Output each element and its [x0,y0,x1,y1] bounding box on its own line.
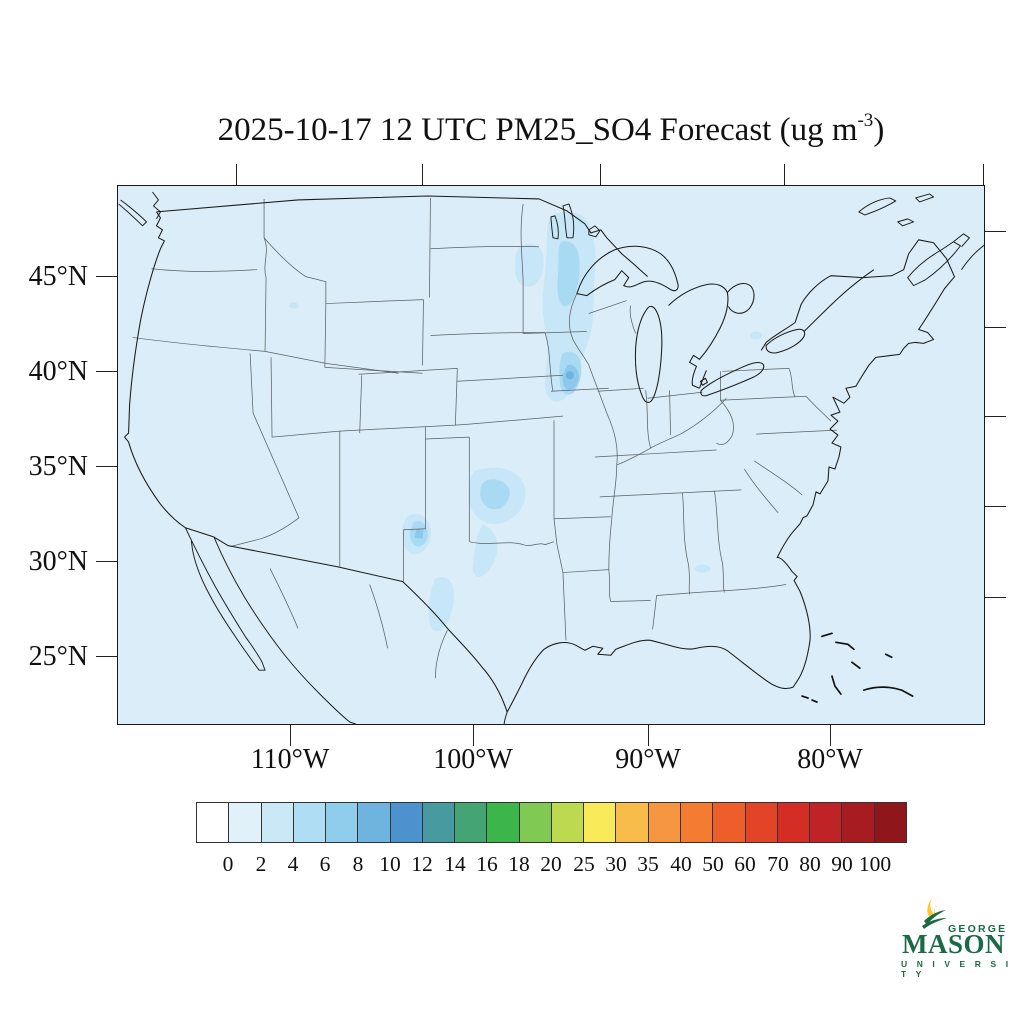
map-panel [117,185,985,725]
colorbar-tick-label: 30 [605,852,627,876]
lat-label-25n: 25°N [28,641,88,672]
colorbar-tick-label: 12 [411,852,433,876]
lon-tick-top [983,164,985,185]
colorbar-segment [292,803,326,842]
flame-icon [922,897,947,929]
colorbar-tick-label: 6 [319,852,331,876]
plume-level-2-4 [288,212,763,632]
mexico-coast-path [184,527,508,724]
lon-tick-top [422,164,424,185]
colorbar-tick-label: 4 [287,852,299,876]
colorbar-tick-label: 18 [508,852,530,876]
lat-label-40n: 40°N [28,356,88,387]
colorbar-segment [712,803,745,842]
lat-tick-right [985,506,1006,508]
colorbar-segment [776,803,810,842]
lat-tick-right [985,231,1006,233]
colorbar-segment [325,803,358,842]
colorbar-tick-label: 60 [734,852,756,876]
state-borders-path [132,197,837,679]
chart-title-exponent: -3 [857,110,874,131]
colorbar-tick-label: 80 [799,852,821,876]
colorbar-tick-label: 25 [573,852,595,876]
lon-label-80w: 80°W [797,744,863,775]
colorbar [196,802,907,843]
lat-label-30n: 30°N [28,546,88,577]
colorbar-segment [389,803,422,842]
colorbar-segment [197,803,229,842]
lat-tick-right [985,327,1006,329]
colorbar-segment [679,803,713,842]
lat-label-35n: 35°N [28,451,88,482]
colorbar-tick-label: 16 [476,852,498,876]
lat-tick [96,371,117,373]
lat-label-45n: 45°N [28,261,88,292]
colorbar-tick-label: 40 [670,852,692,876]
colorbar-segment [841,803,874,842]
chart-title: 2025-10-17 12 UTC PM25_SO4 Forecast (ug … [117,110,985,149]
lat-tick [96,276,117,278]
colorbar-tick-label: 14 [444,852,466,876]
lat-tick [96,466,117,468]
lon-label-100w: 100°W [433,744,513,775]
coastline-path [124,195,956,713]
colorbar-tick-label: 70 [767,852,789,876]
colorbar-segment [228,803,261,842]
gmu-logo-george: GEORGE [948,923,1008,935]
colorbar-segment [518,803,551,842]
colorbar-tick-label: 35 [637,852,659,876]
colorbar-segment [583,803,616,842]
lon-tick-top [784,164,786,185]
lat-tick [96,656,117,658]
chart-title-suffix: ) [873,112,885,148]
colorbar-tick-label: 50 [702,852,724,876]
colorbar-segment [615,803,648,842]
chart-title-text: 2025-10-17 12 UTC PM25_SO4 Forecast (ug … [217,112,858,148]
lon-tick [648,725,650,746]
colorbar-tick-label: 90 [831,852,853,876]
lon-tick [473,725,475,746]
lon-tick [830,725,832,746]
colorbar-segment [550,803,584,842]
colorbar-segment [421,803,455,842]
lat-tick [96,561,117,563]
colorbar-tick-label: 10 [379,852,401,876]
colorbar-segment [260,803,293,842]
colorbar-tick-label: 0 [222,852,234,876]
colorbar-segment [357,803,390,842]
lat-tick-right [985,416,1006,418]
colorbar-segment [809,803,842,842]
gmu-logo-mason: MASON [902,929,1005,959]
plume-level-6-8 [414,364,579,539]
colorbar-segment [744,803,777,842]
colorbar-tick-label: 2 [255,852,267,876]
lon-tick-top [236,164,238,185]
lon-label-90w: 90°W [615,744,681,775]
colorbar-tick-label: 8 [352,852,364,876]
colorbar-tick-label: 20 [540,852,562,876]
lon-tick [290,725,292,746]
great-lakes-path [576,245,806,403]
us-forecast-map [118,191,984,724]
canada-coast-path [118,191,984,287]
lat-tick-right [985,597,1006,599]
colorbar-segment [647,803,680,842]
lon-tick-top [600,164,602,185]
gmu-logo-university: U N I V E R S I T Y [901,959,1012,979]
gmu-logo: GEORGE MASON U N I V E R S I T Y [892,897,1012,979]
colorbar-segment [486,803,519,842]
colorbar-segment [454,803,487,842]
colorbar-segment [873,803,906,842]
islands-path [801,632,914,703]
colorbar-tick-label: 100 [858,852,892,876]
lon-label-110w: 110°W [250,744,330,775]
